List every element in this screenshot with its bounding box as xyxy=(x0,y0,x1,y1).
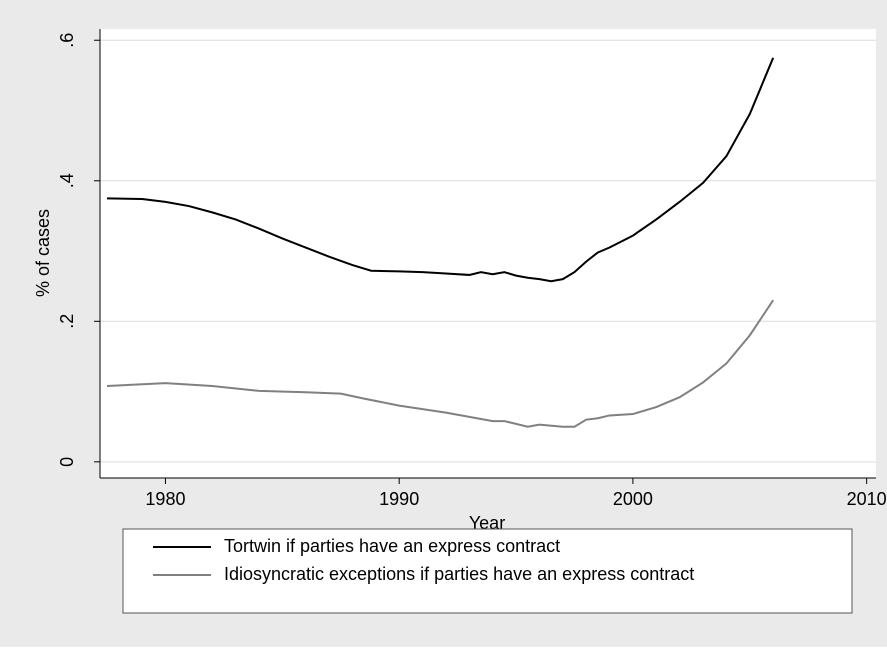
x-axis-label: Year xyxy=(469,513,505,533)
plot-area xyxy=(100,29,876,478)
legend xyxy=(122,528,853,614)
y-tick-label: .4 xyxy=(57,173,77,188)
legend-label: Idiosyncratic exceptions if parties have… xyxy=(224,564,694,584)
y-axis-label: % of cases xyxy=(33,209,53,297)
x-tick-label: 2010 xyxy=(847,489,887,509)
y-tick-label: 0 xyxy=(57,457,77,467)
x-tick-label: 1990 xyxy=(379,489,419,509)
series-line xyxy=(106,299,774,428)
x-tick-label: 1980 xyxy=(145,489,185,509)
y-tick-label: .2 xyxy=(57,314,77,329)
series-line xyxy=(106,57,775,283)
y-tick-label: .6 xyxy=(57,33,77,48)
x-tick-label: 2000 xyxy=(613,489,653,509)
legend-label: Tortwin if parties have an express contr… xyxy=(224,536,560,556)
